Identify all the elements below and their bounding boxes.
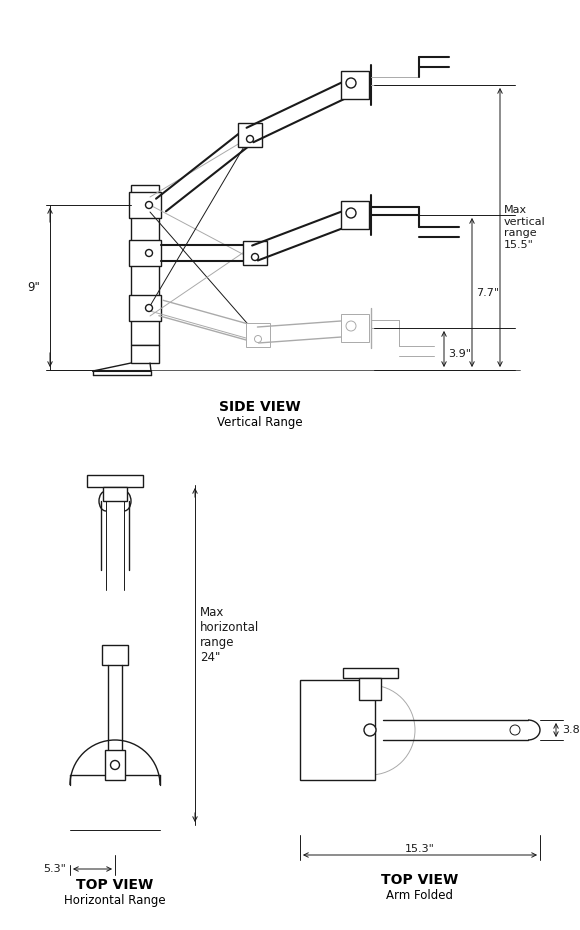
Text: 9": 9"	[27, 281, 40, 294]
Bar	[129, 240, 161, 266]
Bar	[341, 71, 369, 99]
Bar	[105, 750, 125, 780]
Circle shape	[346, 208, 356, 218]
Bar	[102, 645, 128, 665]
Text: 3.9": 3.9"	[448, 349, 471, 359]
Circle shape	[146, 304, 153, 312]
Text: SIDE VIEW: SIDE VIEW	[219, 400, 301, 414]
Bar	[131, 345, 159, 363]
Text: 15.3": 15.3"	[405, 844, 435, 854]
Bar	[341, 314, 369, 342]
Bar	[300, 680, 375, 780]
Circle shape	[510, 725, 520, 735]
Bar	[129, 295, 161, 321]
Text: Max
vertical
range
15.5": Max vertical range 15.5"	[504, 206, 546, 250]
Bar	[359, 678, 381, 700]
Circle shape	[255, 336, 262, 342]
Circle shape	[346, 78, 356, 88]
Circle shape	[111, 761, 119, 769]
Text: TOP VIEW: TOP VIEW	[382, 873, 459, 887]
Circle shape	[346, 321, 356, 331]
Circle shape	[246, 136, 253, 142]
Bar	[131, 185, 159, 345]
Circle shape	[146, 202, 153, 208]
Bar	[129, 192, 161, 218]
Circle shape	[146, 249, 153, 257]
Circle shape	[252, 254, 259, 260]
Bar	[341, 201, 369, 229]
Bar	[103, 487, 127, 501]
Text: 7.7": 7.7"	[476, 287, 499, 298]
Text: Arm Folded: Arm Folded	[386, 889, 454, 902]
Text: TOP VIEW: TOP VIEW	[77, 878, 154, 892]
Bar	[238, 123, 262, 147]
Circle shape	[364, 724, 376, 736]
Bar	[343, 668, 398, 678]
Bar	[243, 241, 267, 265]
Text: Vertical Range: Vertical Range	[217, 416, 303, 429]
Bar	[87, 475, 143, 487]
Text: Max
horizontal
range
24": Max horizontal range 24"	[200, 606, 259, 664]
Text: 3.8": 3.8"	[562, 725, 580, 735]
Text: 5.3": 5.3"	[43, 864, 66, 874]
Text: Horizontal Range: Horizontal Range	[64, 894, 166, 907]
Bar	[246, 323, 270, 347]
